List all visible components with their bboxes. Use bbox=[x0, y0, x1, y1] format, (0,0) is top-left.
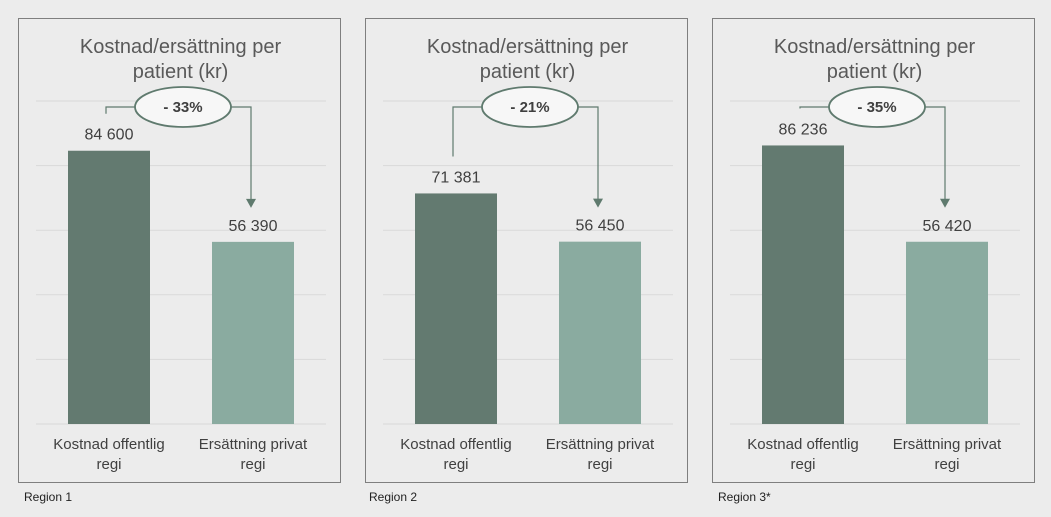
connector-line bbox=[105, 106, 135, 114]
value-label: 56 390 bbox=[229, 218, 278, 235]
bar-ersattning-privat bbox=[212, 241, 294, 424]
change-ellipse bbox=[481, 86, 579, 128]
chart-panel-region-1: Kostnad/ersättning per patient (kr) 84 600… bbox=[18, 18, 341, 483]
category-label: regi bbox=[934, 456, 959, 473]
region-label-3: Region 3* bbox=[718, 490, 771, 504]
region-label-1: Region 1 bbox=[24, 490, 73, 504]
category-label: Kostnad offentlig bbox=[747, 436, 858, 453]
bar-ersattning-privat bbox=[906, 241, 988, 424]
connector-line bbox=[799, 106, 829, 109]
region-label-2: Region 2 bbox=[369, 490, 418, 504]
bar-chart: Kostnad/ersättning per patient (kr) 71 381… bbox=[383, 36, 673, 473]
bar-chart: Kostnad/ersättning per patient (kr) 84 600… bbox=[36, 36, 326, 473]
category-label: Ersättning privat bbox=[893, 436, 1002, 453]
change-percent-label: - 35% bbox=[857, 99, 896, 116]
category-label: regi bbox=[443, 456, 468, 473]
connector-line bbox=[452, 106, 482, 157]
connector-arrow-line bbox=[925, 106, 946, 200]
value-label: 84 600 bbox=[85, 127, 134, 144]
category-label: Kostnad offentlig bbox=[53, 436, 164, 453]
chart-title-line: Kostnad/ersättning per bbox=[774, 36, 976, 58]
arrow-down-icon bbox=[593, 198, 603, 208]
chart-panel-region-3: Kostnad/ersättning per patient (kr) 86 236… bbox=[712, 18, 1035, 483]
bar-kostnad-offentlig bbox=[415, 193, 497, 424]
chart-title-line: patient (kr) bbox=[133, 61, 229, 83]
bar-chart: Kostnad/ersättning per patient (kr) 86 236… bbox=[730, 36, 1020, 473]
category-label: regi bbox=[96, 456, 121, 473]
value-label: 56 450 bbox=[576, 218, 625, 235]
arrow-down-icon bbox=[246, 198, 256, 208]
bar-ersattning-privat bbox=[559, 241, 641, 424]
category-label: Ersättning privat bbox=[199, 436, 308, 453]
change-percent-label: - 33% bbox=[163, 99, 202, 116]
change-ellipse bbox=[828, 86, 926, 128]
chart-title-line: patient (kr) bbox=[827, 61, 923, 83]
bar-kostnad-offentlig bbox=[68, 150, 150, 424]
connector-arrow-line bbox=[231, 106, 252, 200]
change-percent-label: - 21% bbox=[510, 99, 549, 116]
chart-panel-region-2: Kostnad/ersättning per patient (kr) 71 381… bbox=[365, 18, 688, 483]
category-label: regi bbox=[240, 456, 265, 473]
change-ellipse bbox=[134, 86, 232, 128]
category-label: Ersättning privat bbox=[546, 436, 655, 453]
connector-arrow-line bbox=[578, 106, 599, 200]
category-label: Kostnad offentlig bbox=[400, 436, 511, 453]
category-label: regi bbox=[790, 456, 815, 473]
value-label: 86 236 bbox=[779, 121, 828, 138]
arrow-down-icon bbox=[940, 198, 950, 208]
category-label: regi bbox=[587, 456, 612, 473]
chart-title-line: patient (kr) bbox=[480, 61, 576, 83]
chart-title-line: Kostnad/ersättning per bbox=[80, 36, 282, 58]
value-label: 56 420 bbox=[923, 218, 972, 235]
bar-kostnad-offentlig bbox=[762, 145, 844, 425]
chart-title-line: Kostnad/ersättning per bbox=[427, 36, 629, 58]
value-label: 71 381 bbox=[432, 169, 481, 186]
